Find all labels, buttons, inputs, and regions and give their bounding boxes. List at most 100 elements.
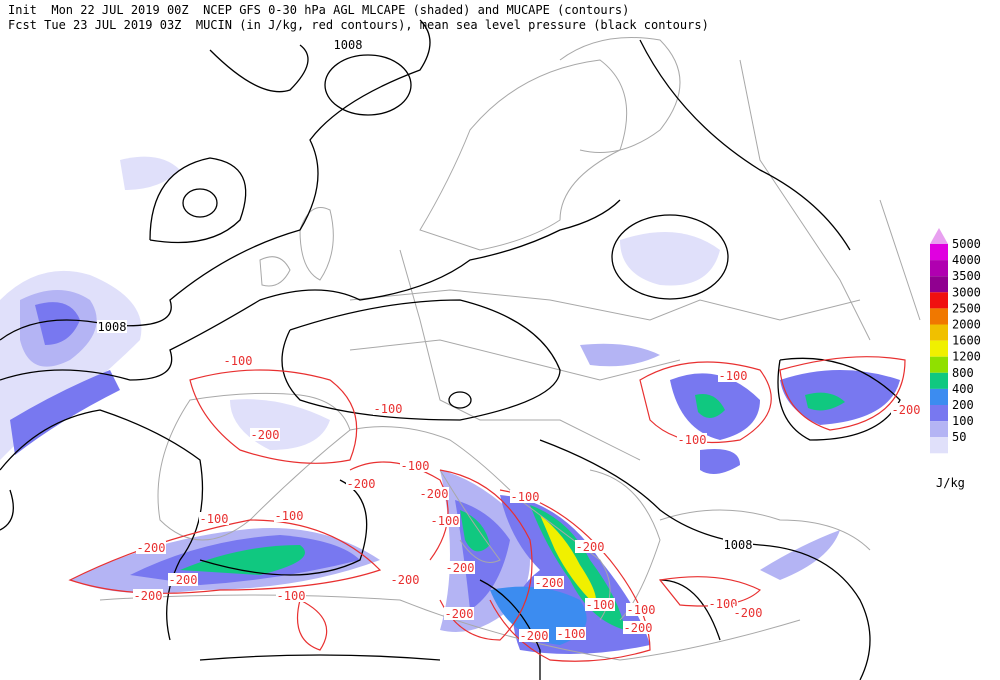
cin-label: -200 <box>420 487 449 501</box>
colorbar-box <box>930 292 948 309</box>
cin-label-bg <box>556 627 586 640</box>
colorbar-box <box>930 260 948 277</box>
colorbar-label: 400 <box>952 382 974 396</box>
cin-label-bg <box>400 459 430 472</box>
cin-label-bg <box>733 606 763 619</box>
colorbar-box <box>930 405 948 422</box>
cin-label: -100 <box>678 433 707 447</box>
cin-label-bg <box>519 629 549 642</box>
cin-label-bg <box>444 607 474 620</box>
cin-label: -200 <box>391 573 420 587</box>
cin-label: -200 <box>446 561 475 575</box>
cin-label: -100 <box>374 402 403 416</box>
isobar-label-bg <box>723 538 753 551</box>
cin-label-bg <box>677 433 707 446</box>
colorbar: 5000 4000 3500 3000 2500 2000 1600 1200 800 400 20… <box>930 228 981 490</box>
cin-label-bg <box>199 512 229 525</box>
cin-label: -100 <box>200 512 229 526</box>
cin-label-bg <box>585 598 615 611</box>
isobar-label-bg <box>97 320 127 333</box>
isobar-label: 1008 <box>334 38 363 52</box>
colorbar-box <box>930 244 948 261</box>
cin-label-bg <box>510 490 540 503</box>
colorbar-label: 3500 <box>952 269 981 283</box>
cin-label-bg <box>346 477 376 490</box>
colorbar-label: 4000 <box>952 253 981 267</box>
cin-label-bg <box>223 354 253 367</box>
cin-label: -200 <box>445 607 474 621</box>
colorbar-box <box>930 324 948 341</box>
cin-label: -100 <box>401 459 430 473</box>
cape-shading <box>0 156 900 654</box>
cin-label-bg <box>891 403 921 416</box>
colorbar-label: 1200 <box>952 350 981 364</box>
cin-label: -200 <box>535 576 564 590</box>
cin-contours <box>68 356 906 662</box>
header-line-1: Init Mon 22 JUL 2019 00Z NCEP GFS 0-30 h… <box>8 3 629 17</box>
cin-label: -200 <box>251 428 280 442</box>
cin-label: -100 <box>511 490 540 504</box>
colorbar-box <box>930 276 948 293</box>
colorbar-label: 50 <box>952 430 966 444</box>
cin-label: -200 <box>134 589 163 603</box>
cin-label: -100 <box>224 354 253 368</box>
colorbar-box <box>930 388 948 405</box>
cin-label-bg <box>623 621 653 634</box>
cin-label-bg <box>276 589 306 602</box>
isobar-label: 1008 <box>98 320 127 334</box>
colorbar-box <box>930 340 948 357</box>
cin-label: -100 <box>627 603 656 617</box>
cin-label: -100 <box>709 597 738 611</box>
colorbar-box <box>930 372 948 389</box>
cin-label-bg <box>274 509 304 522</box>
colorbar-label: 5000 <box>952 237 981 251</box>
cin-label: -200 <box>520 629 549 643</box>
cin-label: -100 <box>719 369 748 383</box>
cin-label-bg <box>133 589 163 602</box>
colorbar-arrow <box>930 228 948 244</box>
cin-label-bg <box>419 487 449 500</box>
cin-label-bg <box>373 402 403 415</box>
header-line-2: Fcst Tue 23 JUL 2019 03Z MUCIN (in J/kg,… <box>8 18 709 32</box>
colorbar-label: 200 <box>952 398 974 412</box>
cin-label: -200 <box>576 540 605 554</box>
cin-label-bg <box>136 541 166 554</box>
cin-label-bg <box>534 576 564 589</box>
isobar-label: 1008 <box>724 538 753 552</box>
cin-label-bg <box>445 561 475 574</box>
cin-label-bg <box>250 428 280 441</box>
cin-label-bg <box>390 573 420 586</box>
cin-label: -100 <box>586 598 615 612</box>
cin-label: -100 <box>431 514 460 528</box>
colorbar-box <box>930 308 948 325</box>
colorbar-unit: J/kg <box>936 476 965 490</box>
colorbar-box <box>930 356 948 373</box>
colorbar-box <box>930 421 948 438</box>
cin-label-bg <box>708 597 738 610</box>
colorbar-label: 3000 <box>952 285 981 299</box>
colorbar-label: 800 <box>952 366 974 380</box>
cin-label-bg <box>575 540 605 553</box>
colorbar-label: 2000 <box>952 318 981 332</box>
colorbar-label: 2500 <box>952 301 981 315</box>
cin-label: -200 <box>137 541 166 555</box>
cin-label: -200 <box>347 477 376 491</box>
cin-label-bg <box>430 514 460 527</box>
cin-label: -100 <box>275 509 304 523</box>
cin-label: -100 <box>557 627 586 641</box>
colorbar-box <box>930 437 948 454</box>
cin-label: -200 <box>624 621 653 635</box>
colorbar-label: 100 <box>952 414 974 428</box>
isobar-label-bg <box>333 38 363 51</box>
cin-label-bg <box>626 603 656 616</box>
cin-label-bg <box>168 573 198 586</box>
cin-label-bg <box>718 369 748 382</box>
cin-label: -200 <box>734 606 763 620</box>
colorbar-label: 1600 <box>952 334 981 348</box>
coastlines <box>99 37 921 661</box>
cin-label: -200 <box>892 403 921 417</box>
cin-label: -100 <box>277 589 306 603</box>
